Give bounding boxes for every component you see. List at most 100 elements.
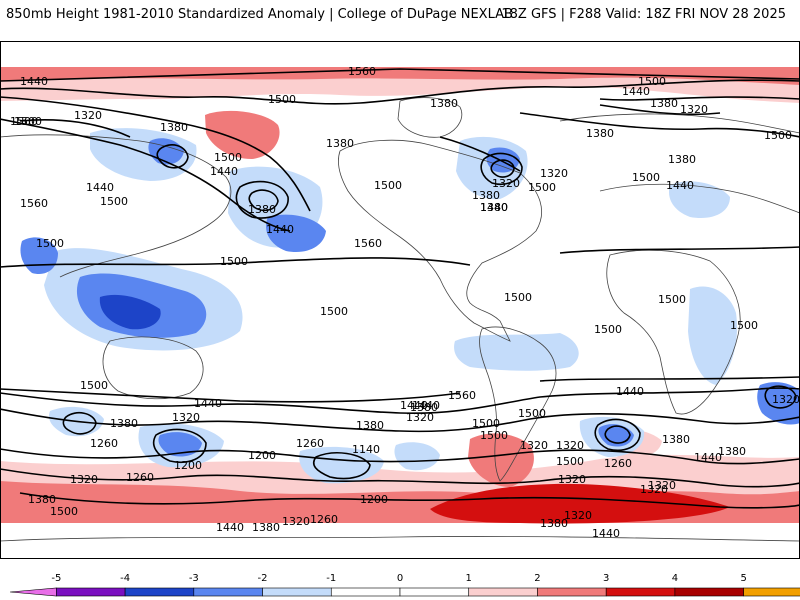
contour-label: 1500 — [14, 115, 42, 128]
contour-label: 1380 — [248, 203, 276, 216]
south-america-outline — [479, 326, 557, 482]
contour-label: 1440 — [412, 399, 440, 412]
indian-negative — [757, 382, 800, 425]
contour-label: 1320 — [70, 473, 98, 486]
contour-label: 1320 — [558, 473, 586, 486]
contour-label: 1500 — [214, 151, 242, 164]
low-center-south-atlantic — [62, 411, 97, 435]
contour-label: 1500 — [594, 323, 622, 336]
colorbar-segment — [262, 587, 332, 597]
antarctica-outline — [0, 536, 800, 542]
contour-label: 1440 — [622, 85, 650, 98]
contour-label: 1500 — [504, 291, 532, 304]
colorbar-left-arrow — [9, 587, 57, 597]
contour-label: 1260 — [604, 457, 632, 470]
contour-1500-tropics — [0, 246, 800, 268]
anomaly-map: 1560 1500 1440 1500 1440 1380 1320 1500 … — [0, 41, 800, 559]
low-center-south-indian — [594, 418, 641, 451]
contour-label: 1380 — [252, 521, 280, 534]
contour-label: 1380 — [410, 401, 438, 414]
contour-label: 1560 — [354, 237, 382, 250]
north-america-outline — [338, 139, 543, 342]
low-center-south-pacific — [152, 428, 207, 463]
contour-label: 1440 — [194, 397, 222, 410]
colorbar-segment — [674, 587, 744, 597]
contour-1500-south — [0, 376, 800, 403]
contour-1380-north — [0, 112, 800, 232]
contour-1260-south — [0, 468, 800, 488]
contour-label: 1500 — [10, 115, 38, 128]
contour-label: 1500 — [638, 75, 666, 88]
colorbar-tick-label: -5 — [51, 573, 61, 584]
height-contours — [0, 68, 800, 509]
colorbar-tick-label: 0 — [397, 573, 403, 584]
contour-label: 1380 — [586, 127, 614, 140]
contour-label: 1200 — [174, 459, 202, 472]
south-america-negative — [454, 333, 579, 371]
contour-label: 1560 — [348, 65, 376, 78]
southern-pacific-negative-3 — [394, 442, 440, 471]
africa-outline — [606, 249, 741, 415]
model-valid-time: 18Z GFS | F288 Valid: 18Z FRI NOV 28 202… — [501, 7, 786, 22]
contour-1320-south — [0, 448, 800, 465]
contour-1200-south — [19, 492, 800, 509]
low-center-siberia — [156, 144, 189, 169]
colorbar-tick-label: 5 — [740, 573, 746, 584]
greenland-outline — [397, 97, 463, 138]
contour-label: 1380 — [662, 433, 690, 446]
contour-label: 1320 — [406, 411, 434, 424]
contour-label: 1500 — [320, 305, 348, 318]
contour-labels: 1560 1500 1440 1500 1440 1380 1320 1500 … — [10, 65, 800, 540]
contour-label: 1440 — [20, 75, 48, 88]
colorbar-tick-label: -3 — [189, 573, 199, 584]
colorbar-tick-labels: -5 -4 -3 -2 -1 0 1 2 3 4 5 — [51, 573, 746, 584]
low-center-indian-ne — [764, 385, 797, 409]
colorbar-tick-label: 2 — [534, 573, 540, 584]
contour-label: 1440 — [266, 223, 294, 236]
contour-label: 1380 — [430, 97, 458, 110]
contour-label: 1320 — [564, 509, 592, 522]
contour-label: 1500 — [556, 455, 584, 468]
colorbar-segment — [605, 587, 676, 597]
contour-label: 1560 — [448, 389, 476, 402]
australia-outline — [102, 336, 204, 400]
contour-label: 1380 — [356, 419, 384, 432]
colorbar-tick-label: 4 — [672, 573, 678, 584]
colorbar-segment — [537, 587, 607, 597]
low-center-south-indian-inner — [604, 425, 631, 444]
contour-label: 1380 — [28, 493, 56, 506]
contour-label: 1500 — [730, 319, 758, 332]
contour-label: 1380 — [650, 97, 678, 110]
bering-positive — [205, 110, 280, 159]
colorbar-tick-label: 1 — [466, 573, 472, 584]
contour-1560-north — [0, 68, 800, 82]
maritime-negative-core — [99, 294, 161, 330]
contour-label: 1260 — [296, 437, 324, 450]
colorbar-segment — [56, 587, 126, 597]
contour-label: 1320 — [520, 439, 548, 452]
contour-label: 1500 — [220, 255, 248, 268]
north-pacific-negative-2 — [266, 214, 326, 253]
eurasia-outline — [0, 113, 800, 278]
low-center-pacific-inner — [248, 189, 279, 212]
header: 850mb Height 1981-2010 Standardized Anom… — [0, 0, 800, 34]
contour-label: 1500 — [480, 429, 508, 442]
colorbar-segment — [399, 587, 470, 597]
contour-label: 1200 — [248, 449, 276, 462]
contour-1500-north — [0, 79, 800, 105]
contour-label: 1560 — [20, 197, 48, 210]
map-title: 850mb Height 1981-2010 Standardized Anom… — [6, 7, 513, 22]
contour-label: 1320 — [648, 479, 676, 492]
contour-label: 1440 — [592, 527, 620, 540]
contour-1380-south — [0, 408, 800, 433]
low-center-pacific — [235, 180, 289, 219]
contour-label: 1500 — [50, 505, 78, 518]
antarctic-positive-core — [430, 483, 730, 524]
contour-label: 1200 — [360, 493, 388, 506]
contour-label: 1440 — [400, 399, 428, 412]
contour-label: 1260 — [310, 513, 338, 526]
colorbar-segment — [743, 587, 800, 597]
contour-label: 1380 — [472, 189, 500, 202]
contour-label: 1500 — [80, 379, 108, 392]
contour-label: 1320 — [74, 109, 102, 122]
